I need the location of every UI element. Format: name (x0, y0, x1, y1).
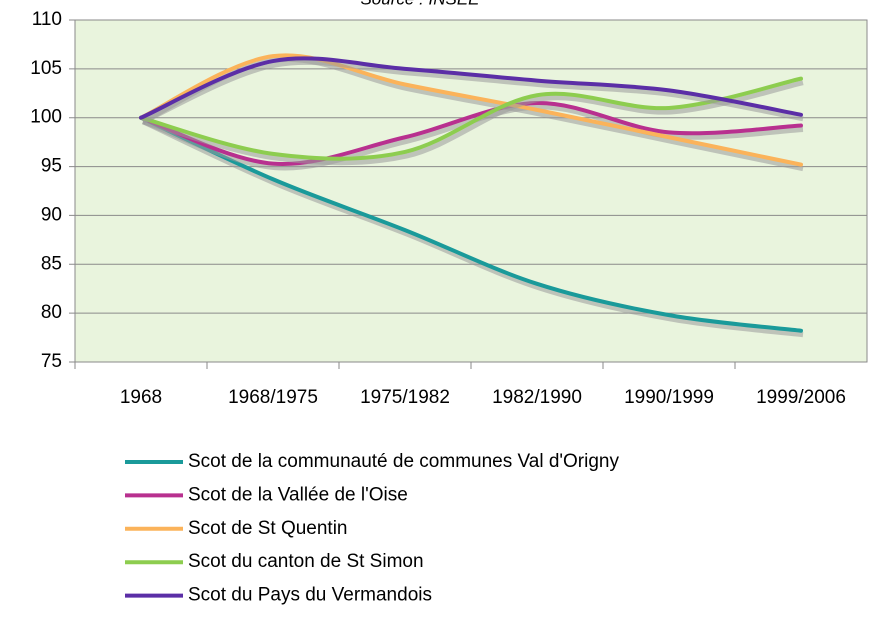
y-tick-label: 95 (41, 156, 62, 177)
legend-label: Scot de St Quentin (188, 518, 348, 539)
x-tick-label: 1999/2006 (756, 387, 846, 408)
x-tick-label: 1975/1982 (360, 387, 450, 408)
plot-area (74, 19, 868, 363)
line-shadow (142, 80, 804, 166)
chart-subtitle: Source : INSEE (360, 0, 480, 8)
series-line (139, 76, 803, 161)
legend-label: Scot du Pays du Vermandois (188, 585, 432, 606)
y-tick-label: 90 (41, 204, 62, 225)
y-tick-label: 110 (32, 9, 62, 30)
x-tick-label: 1982/1990 (492, 387, 582, 408)
y-tick-label: 85 (41, 253, 62, 274)
y-tick-label: 100 (30, 107, 62, 128)
legend-label: Scot de la Vallée de l'Oise (188, 484, 408, 505)
legend-label: Scot de la communauté de communes Val d'… (188, 451, 619, 472)
series-line (139, 53, 803, 167)
legend-label: Scot du canton de St Simon (188, 551, 424, 572)
x-tick-label: 1968/1975 (228, 387, 318, 408)
y-tick-label: 105 (30, 58, 62, 79)
series-line (139, 56, 803, 120)
y-tick-label: 75 (41, 351, 62, 372)
line-shadow (141, 119, 804, 338)
y-tick-label: 80 (41, 302, 62, 323)
x-tick-label: 1968 (120, 387, 162, 408)
series-line (139, 101, 803, 166)
line-shadow (142, 59, 804, 125)
series-line (139, 115, 803, 333)
x-tick-label: 1990/1999 (624, 387, 714, 408)
